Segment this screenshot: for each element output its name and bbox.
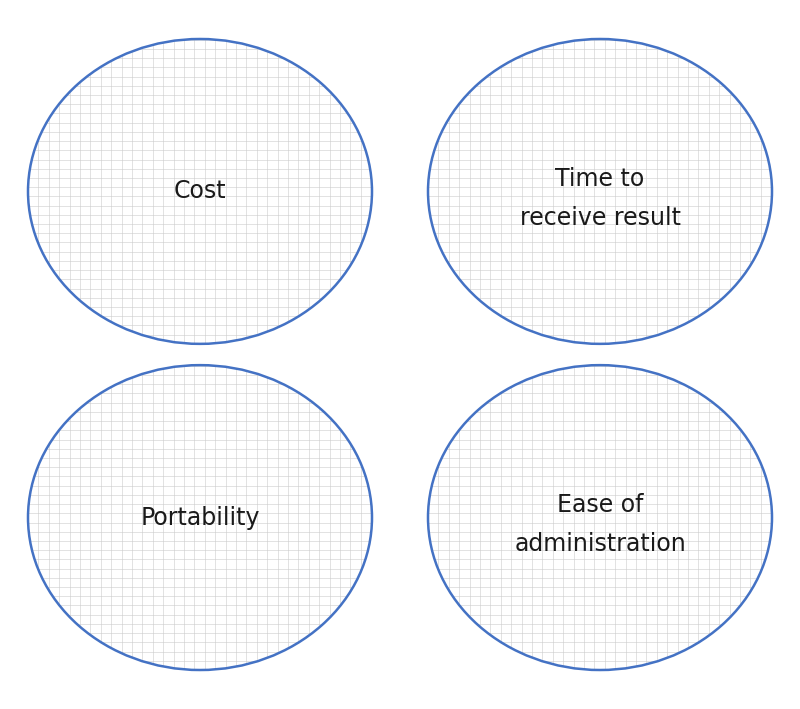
Circle shape [428, 39, 772, 344]
Text: Ease of
administration: Ease of administration [514, 493, 686, 557]
Circle shape [428, 365, 772, 670]
Circle shape [28, 39, 372, 344]
Text: Cost: Cost [174, 179, 226, 203]
Text: Portability: Portability [140, 506, 260, 530]
Text: Time to
receive result: Time to receive result [519, 167, 681, 230]
Circle shape [28, 365, 372, 670]
